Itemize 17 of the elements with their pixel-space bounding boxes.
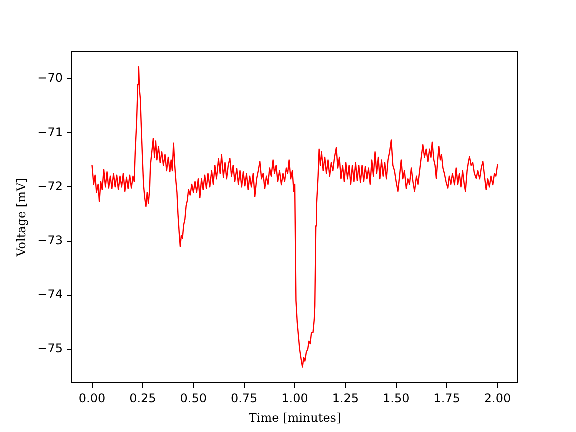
y-tick-label: −73 — [38, 233, 63, 248]
y-tick-label: −71 — [38, 125, 63, 140]
x-tick-label: 2.00 — [484, 391, 512, 406]
x-axis-title: Time [minutes] — [248, 410, 342, 425]
y-axis-title: Voltage [mV] — [14, 178, 28, 258]
y-tick-label: −74 — [38, 288, 63, 302]
y-tick-label: −75 — [38, 342, 63, 356]
y-tick-label: −72 — [38, 179, 63, 194]
x-tick-label: 0.25 — [130, 391, 156, 406]
x-tick-label: 0.00 — [78, 391, 106, 406]
x-tick-label: 0.75 — [230, 391, 258, 406]
y-tick-label: −70 — [38, 71, 63, 86]
x-tick-label: 1.50 — [383, 391, 410, 406]
x-tick-label: 1.25 — [332, 391, 360, 406]
x-tick-label: 1.75 — [434, 391, 460, 406]
x-tick-label: 1.00 — [282, 391, 308, 406]
x-tick-label: 0.50 — [180, 391, 207, 406]
